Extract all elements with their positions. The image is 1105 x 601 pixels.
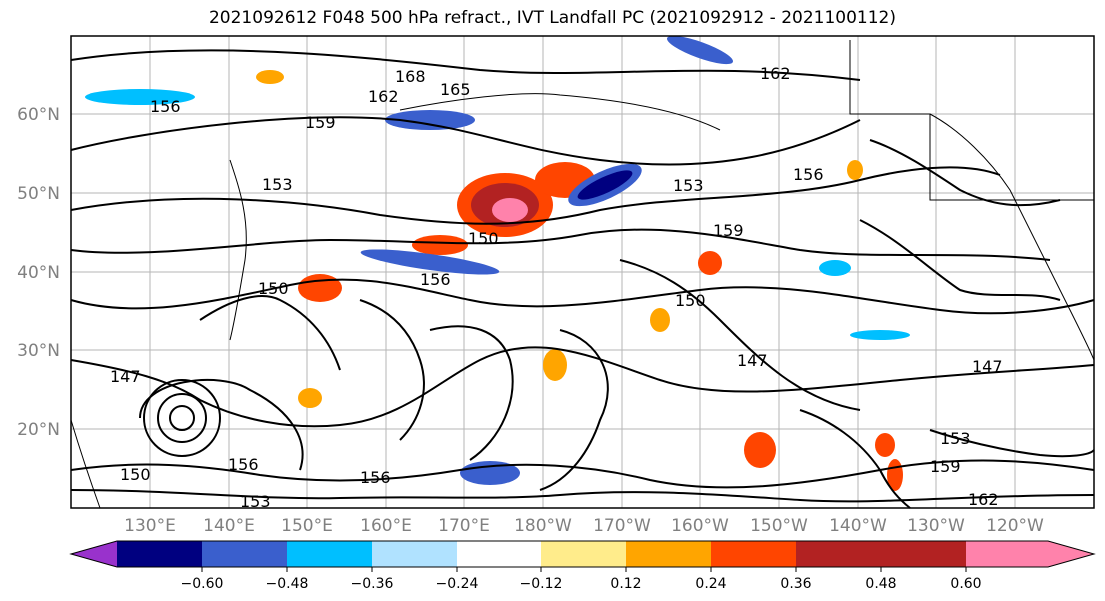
contour-label: 156 — [793, 165, 824, 184]
colorbar-outline — [69, 540, 1096, 568]
longitude-labels: 130°E 140°E 150°E 160°E 170°E 180°W 170°… — [124, 516, 1044, 536]
coastlines — [70, 40, 1095, 509]
colorbar-segment — [287, 541, 372, 567]
contour-label: 147 — [972, 357, 1003, 376]
contour-label: 150 — [120, 465, 151, 484]
lon-label: 140°W — [829, 516, 887, 536]
lon-label: 150°E — [281, 516, 333, 536]
colorbar-tick-label: 0.36 — [780, 576, 811, 592]
lon-label: 170°W — [593, 516, 651, 536]
lat-label: 60°N — [17, 105, 60, 125]
colorbar-segment — [796, 541, 881, 567]
colorbar-tick-label: 0.60 — [950, 576, 981, 592]
lon-label: 120°W — [986, 516, 1044, 536]
contour-label: 150 — [675, 291, 706, 310]
negative-anomaly-blob — [385, 110, 475, 130]
positive-anomaly-blob — [492, 198, 528, 222]
negative-anomaly-blob — [819, 260, 851, 276]
lon-label: 160°W — [671, 516, 729, 536]
lat-label: 50°N — [17, 184, 60, 204]
contour-label: 159 — [930, 457, 961, 476]
negative-anomaly-blob — [360, 249, 500, 275]
map-title: 2021092612 F048 500 hPa refract., IVT La… — [208, 8, 896, 28]
lat-label: 40°N — [17, 263, 60, 283]
contour-label: 162 — [968, 490, 999, 509]
colorbar-segment — [711, 541, 796, 567]
contour-labels: 168 162 165 159 156 153 150 147 162 156 … — [110, 64, 1003, 511]
colorbar-tick-label: 0.12 — [610, 576, 641, 592]
contour-label: 165 — [440, 80, 471, 99]
contour-label: 156 — [420, 270, 451, 289]
colorbar-segment — [457, 541, 541, 567]
contour-label: 156 — [228, 455, 259, 474]
colorbar-segment — [626, 541, 711, 567]
colorbar-tick-label: −0.24 — [436, 576, 479, 592]
lon-label: 170°E — [438, 516, 490, 536]
lon-label: 130°W — [907, 516, 965, 536]
contour-label: 168 — [395, 67, 426, 86]
colorbar-tick-label: 0.48 — [865, 576, 896, 592]
colorbar-segment — [117, 541, 202, 567]
lon-label: 150°W — [750, 516, 808, 536]
lon-label: 160°E — [360, 516, 412, 536]
map-frame — [70, 35, 1095, 509]
contour-label: 147 — [737, 351, 768, 370]
colorbar-tick-label: −0.48 — [266, 576, 309, 592]
positive-anomaly-blob — [412, 235, 468, 255]
contour-label: 153 — [940, 429, 971, 448]
colorbar-tick-label: 0.24 — [695, 576, 726, 592]
colorbar-extend-low — [71, 541, 117, 567]
colorbar-tick-label: −0.12 — [520, 576, 563, 592]
colorbar-segment — [372, 541, 457, 567]
negative-anomaly-blob — [577, 170, 633, 200]
height-contours — [70, 49, 1095, 509]
colorbar-tick-label: −0.60 — [181, 576, 224, 592]
negative-anomaly-blob — [666, 35, 734, 65]
positive-anomaly-blob — [744, 432, 776, 468]
contour-label: 159 — [305, 113, 336, 132]
colorbar-segment — [541, 541, 626, 567]
contour-label: 153 — [262, 175, 293, 194]
positive-anomaly-blob — [650, 308, 670, 332]
contour-label: 162 — [760, 64, 791, 83]
positive-anomaly-blob — [875, 433, 895, 457]
lat-label: 20°N — [17, 420, 60, 440]
contour-label: 162 — [368, 87, 399, 106]
positive-anomaly-blob — [698, 251, 722, 275]
contour-label: 159 — [713, 221, 744, 240]
lon-label: 180°W — [514, 516, 572, 536]
contour-label: 150 — [258, 279, 289, 298]
latitude-labels: 60°N 50°N 40°N 30°N 20°N — [17, 105, 60, 440]
negative-anomaly-blob — [850, 330, 910, 340]
positive-anomaly-blob — [256, 70, 284, 84]
positive-anomaly-blob — [298, 388, 322, 408]
lon-label: 130°E — [124, 516, 176, 536]
positive-anomaly-blob — [847, 160, 863, 180]
contour-label: 153 — [673, 176, 704, 195]
positive-anomaly-blob — [543, 349, 567, 381]
contour-label: 156 — [150, 97, 181, 116]
contour-label: 150 — [468, 229, 499, 248]
colorbar-ticks — [201, 567, 967, 572]
negative-anomaly-blob — [85, 89, 195, 105]
lon-label: 140°E — [203, 516, 255, 536]
colorbar-segment — [881, 541, 966, 567]
contour-label: 147 — [110, 367, 141, 386]
contour-label: 156 — [360, 468, 391, 487]
colorbar-segment — [202, 541, 287, 567]
colorbar: −0.60 −0.48 −0.36 −0.24 −0.12 0.12 0.24 … — [69, 540, 1096, 592]
colorbar-tick-label: −0.36 — [351, 576, 394, 592]
contour-label: 153 — [240, 492, 271, 511]
positive-anomaly-blob — [298, 274, 342, 302]
lat-label: 30°N — [17, 341, 60, 361]
